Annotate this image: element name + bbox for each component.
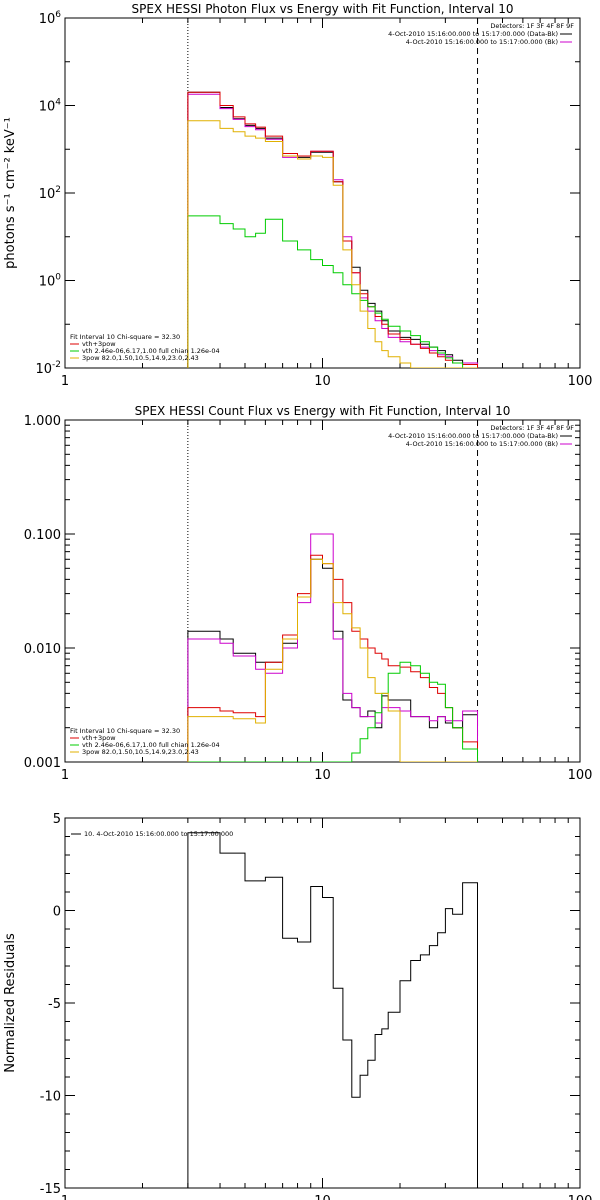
y-tick-label: -5 bbox=[48, 997, 61, 1012]
series-line-5 bbox=[187, 558, 478, 762]
legend-entry-text: vth 2.46e-06,6.17,1.00 full chian 1.26e-… bbox=[82, 741, 220, 749]
x-tick-label: 1 bbox=[61, 768, 69, 783]
series-line-2 bbox=[187, 93, 478, 368]
chart-title: SPEX HESSI Count Flux vs Energy with Fit… bbox=[135, 404, 511, 418]
series-group bbox=[187, 832, 478, 1188]
legend-entry-text: 4-Oct-2010 15:16:00.000 to 15:17:00.000 … bbox=[406, 38, 558, 46]
y-tick-label: 104 bbox=[39, 98, 62, 115]
legend-entry-text: vth 2.46e-06,6.17,1.00 full chian 1.26e-… bbox=[82, 347, 220, 355]
legend-header: Detectors: 1F 3F 4F 8F 9F bbox=[490, 22, 574, 30]
plot-frame bbox=[64, 17, 581, 369]
legend-top: Detectors: 1F 3F 4F 8F 9F4-Oct-2010 15:1… bbox=[388, 424, 574, 448]
legend-bottom: Fit Interval 10 Chi-square = 32.30vth+3p… bbox=[70, 727, 220, 756]
legend-entry-text: 3pow 82.0,1.50,10.5,14.9,23.0,2.43 bbox=[82, 354, 199, 362]
x-tick-label: 100 bbox=[568, 1194, 593, 1200]
series-group bbox=[187, 533, 478, 762]
chart-panel-1: SPEX HESSI Photon Flux vs Energy with Fi… bbox=[3, 2, 592, 389]
legend-top: 10. 4-Oct-2010 15:16:00.000 to 15:17:00.… bbox=[71, 830, 233, 838]
chart-panel-2: SPEX HESSI Count Flux vs Energy with Fit… bbox=[24, 404, 593, 783]
legend-entry-text: 4-Oct-2010 15:16:00.000 to 15:17:00.000 … bbox=[388, 30, 558, 38]
legend-header: Fit Interval 10 Chi-square = 32.30 bbox=[70, 333, 180, 341]
series-line-5 bbox=[187, 120, 478, 368]
y-tick-label: 106 bbox=[39, 10, 62, 27]
legend-entry-text: 4-Oct-2010 15:16:00.000 to 15:17:00.000 … bbox=[388, 432, 558, 440]
y-tick-label: 0.001 bbox=[24, 756, 61, 771]
series-line-1 bbox=[187, 832, 478, 1188]
series-line-4 bbox=[187, 215, 478, 368]
y-tick-label: 0.010 bbox=[24, 642, 61, 657]
y-tick-label: 1.000 bbox=[24, 414, 61, 429]
x-tick-label: 1 bbox=[61, 374, 69, 389]
y-tick-label: -10 bbox=[40, 1090, 61, 1105]
legend-entry-text: 4-Oct-2010 15:16:00.000 to 15:17:00.000 … bbox=[406, 440, 558, 448]
legend-entry-text: vth+3pow bbox=[82, 340, 116, 348]
y-tick-label: -15 bbox=[40, 1182, 61, 1197]
legend-entry-text: 3pow 82.0,1.50,10.5,14.9,23.0,2.43 bbox=[82, 748, 199, 756]
chart-title: SPEX HESSI Photon Flux vs Energy with Fi… bbox=[132, 2, 514, 16]
x-tick-label: 100 bbox=[568, 768, 593, 783]
y-tick-label: 102 bbox=[39, 185, 61, 202]
chart-panel-3: 1 10 100 -15 -10 -5 0 5 Normalized Residuals 10. … bbox=[3, 812, 592, 1200]
legend-header: Detectors: 1F 3F 4F 8F 9F bbox=[490, 424, 574, 432]
plot-frame bbox=[64, 419, 581, 763]
legend-bottom: Fit Interval 10 Chi-square = 32.30vth+3p… bbox=[70, 333, 220, 362]
x-tick-label: 100 bbox=[568, 374, 593, 389]
series-line-1 bbox=[187, 91, 478, 368]
x-tick-label: 1 bbox=[61, 1194, 69, 1200]
series-line-4 bbox=[187, 661, 478, 762]
y-tick-label: 0 bbox=[53, 905, 61, 920]
legend-header: Fit Interval 10 Chi-square = 32.30 bbox=[70, 727, 180, 735]
series-group bbox=[187, 91, 478, 368]
x-tick-label: 10 bbox=[314, 768, 331, 783]
series-line-2 bbox=[187, 533, 478, 762]
y-tick-label: 100 bbox=[39, 273, 62, 290]
series-line-3 bbox=[187, 91, 478, 368]
legend-top: Detectors: 1F 3F 4F 8F 9F4-Oct-2010 15:1… bbox=[388, 22, 574, 46]
y-tick-label: 0.100 bbox=[24, 528, 61, 543]
legend-entry-text: vth+3pow bbox=[82, 734, 116, 742]
y-axis-label: Normalized Residuals bbox=[3, 933, 18, 1073]
x-tick-label: 10 bbox=[314, 1194, 331, 1200]
x-tick-label: 10 bbox=[314, 374, 331, 389]
legend-entry-text: 10. 4-Oct-2010 15:16:00.000 to 15:17:00.… bbox=[84, 830, 233, 838]
y-axis-label: photons s⁻¹ cm⁻² keV⁻¹ bbox=[3, 117, 18, 269]
y-tick-label: 10-2 bbox=[35, 360, 61, 377]
y-tick-label: 5 bbox=[53, 812, 61, 827]
plot-frame bbox=[64, 817, 581, 1189]
